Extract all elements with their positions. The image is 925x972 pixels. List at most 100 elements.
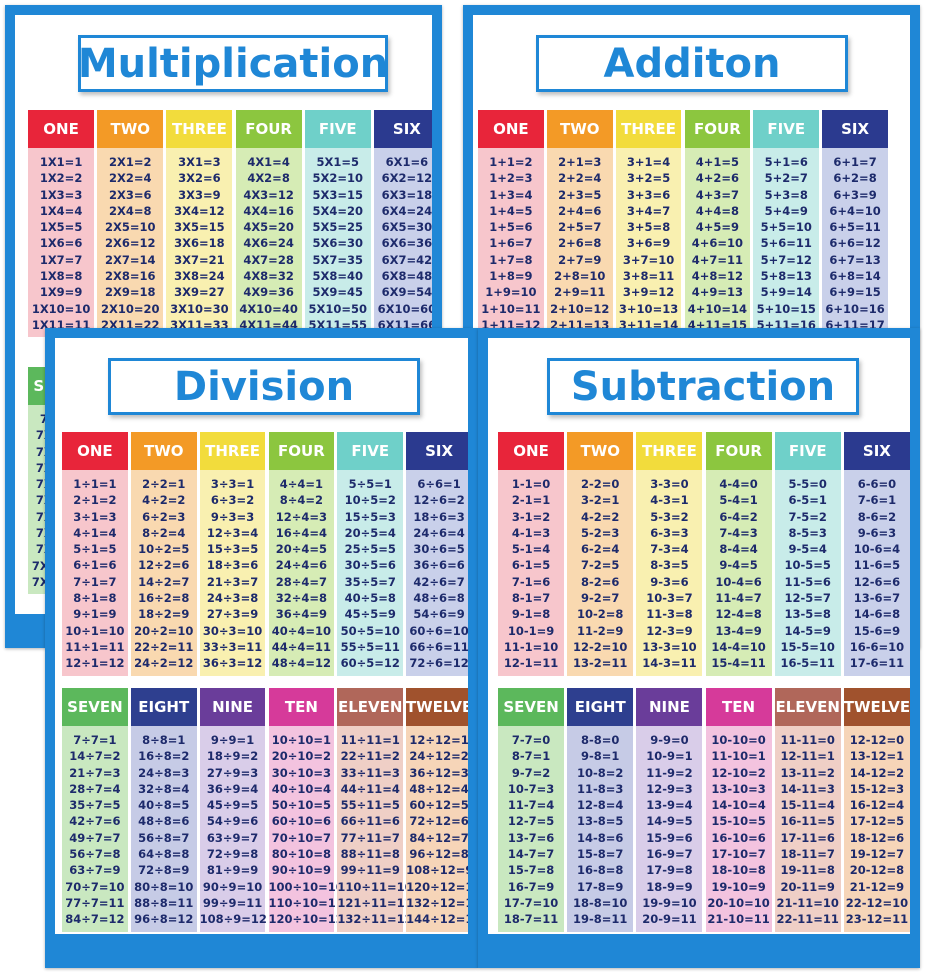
equation: 30÷5=6 (344, 558, 396, 573)
equation: 90÷9=10 (202, 879, 263, 894)
equation: 99÷9=11 (202, 895, 263, 910)
equation: 5-4=1 (719, 493, 758, 508)
equation: 77÷11=7 (340, 830, 400, 845)
equation: 14÷7=2 (69, 749, 121, 764)
equation: 18-7=11 (503, 912, 559, 927)
equation: 14-10=4 (711, 798, 766, 813)
equation: 24÷4=6 (275, 558, 328, 573)
equation: 6+1=7 (833, 155, 877, 169)
equation: 12-4=8 (715, 607, 762, 622)
column-cells: 5÷5=1 10÷5=2 15÷5=3 20÷5=4 25÷5=5 30÷5=6 35÷5=… (337, 470, 404, 676)
equation: 11-2=9 (577, 623, 624, 638)
equation: 13-5=8 (784, 607, 831, 622)
equation: 48÷4=12 (271, 656, 332, 671)
equation: 5+5=10 (760, 220, 812, 235)
equation: 10-5=5 (784, 558, 831, 573)
equation: 3+10=13 (618, 301, 679, 316)
table-column: FIVE 5X1=5 5X2=10 5X3=15 5X4=20 5X5=25 5X6=30 5… (304, 110, 371, 338)
table-column: FOUR 4÷4=1 8÷4=2 12÷4=3 16÷4=4 20÷4=5 24÷4=6 28… (268, 432, 335, 676)
equation: 5X6=30 (312, 236, 363, 251)
table-column: TEN 10÷10=1 20÷10=2 30÷10=3 40÷10=4 50÷10=5 60… (268, 688, 344, 932)
equation: 2÷2=1 (142, 477, 186, 491)
equation: 30÷6=5 (413, 542, 465, 557)
equation: 1+5=6 (489, 220, 533, 235)
equation: 3X1=3 (178, 155, 221, 169)
equation: 30÷3=10 (202, 623, 263, 638)
equation: 4+8=12 (691, 269, 744, 284)
equation: 5X1=5 (316, 155, 359, 169)
column-header: TWO (130, 432, 197, 470)
equation: 8-3=5 (650, 558, 689, 573)
equation: 66÷11=6 (340, 814, 400, 829)
equation: 36÷3=12 (202, 656, 263, 671)
equation: 5+7=12 (760, 252, 812, 267)
equation: 23-12=11 (845, 912, 909, 927)
equation: 15-8=7 (577, 847, 624, 862)
equation: 3X3=9 (178, 187, 221, 202)
equation: 100÷10=10 (268, 879, 344, 894)
column-cells: 7-7=0 8-7=1 9-7=2 10-7=3 11-7=4 12-7=5 13-7=6 1… (498, 726, 565, 932)
equation: 27÷3=9 (206, 607, 259, 622)
equation: 120÷10=12 (268, 912, 344, 927)
equation: 8-8=0 (581, 733, 620, 747)
table-column: EIGHT 8-8=0 9-8=1 10-8=2 11-8=3 12-8=4 13-8=5 1… (567, 688, 634, 932)
equation: 13-7=6 (507, 830, 555, 845)
column-header: TWO (567, 432, 634, 470)
poster-title: Division (108, 358, 420, 415)
equation: 5X5=25 (312, 220, 363, 235)
equation: 9-4=5 (719, 558, 758, 573)
equation: 15-5=10 (780, 639, 835, 654)
column-header: THREE (615, 110, 682, 148)
equation: 16-9=7 (646, 847, 693, 862)
equation: 11÷1=11 (65, 639, 125, 654)
equation: 50÷5=10 (340, 623, 400, 638)
equation: 12÷6=2 (413, 493, 465, 508)
column-header: THREE (199, 432, 266, 470)
equation: 5X4=20 (312, 203, 363, 218)
column-header: FOUR (705, 432, 772, 470)
equation: 17-11=6 (780, 830, 835, 845)
equation: 10÷1=10 (65, 623, 125, 638)
equation: 17-7=10 (503, 895, 559, 910)
equation: 9÷1=9 (73, 607, 117, 622)
equation: 2X5=10 (104, 220, 156, 235)
equation: 3+2=5 (626, 171, 671, 186)
equation: 3-3=0 (650, 477, 689, 491)
column-cells: 3-3=0 4-3=1 5-3=2 6-3=3 7-3=4 8-3=5 9-3=6 10-3=… (636, 470, 703, 676)
equation: 10-7=3 (507, 781, 555, 796)
equation: 28÷7=4 (69, 781, 121, 796)
equation: 2X8=16 (104, 269, 156, 284)
column-cells: 8÷8=1 16÷8=2 24÷8=3 32÷8=4 40÷8=5 48÷8=6 56÷8=… (130, 726, 197, 932)
equation: 5X8=40 (312, 269, 363, 284)
column-cells: 1÷1=1 2÷1=2 3÷1=3 4÷1=4 5÷1=5 6÷1=6 7÷1=7 8÷1=8… (62, 470, 128, 676)
table-column: SIX 6+1=7 6+2=8 6+3=9 6+4=10 6+5=11 6+6=12 6+7=… (822, 110, 888, 338)
equation: 20÷4=5 (275, 542, 328, 557)
equation: 72÷8=9 (138, 863, 190, 878)
equation: 15-7=8 (507, 863, 555, 878)
equation: 3÷1=3 (73, 509, 117, 524)
table-column: TWO 2X1=2 2X2=4 2X3=6 2X4=8 2X5=10 2X6=12 2X7=1… (97, 110, 164, 338)
equation: 8-1=7 (511, 591, 551, 606)
equation: 32÷8=4 (138, 781, 190, 796)
equation: 3X5=15 (174, 220, 225, 235)
equation: 2X1=2 (108, 155, 152, 169)
equation: 9÷9=1 (210, 733, 255, 747)
equation: 2-1=1 (511, 493, 551, 508)
equation: 2X6=12 (104, 236, 156, 251)
equation: 2+9=11 (554, 285, 606, 300)
column-cells: 6+1=7 6+2=8 6+3=9 6+4=10 6+5=11 6+6=12 6+7=13 6… (822, 148, 888, 338)
equation: 2+6=8 (558, 236, 602, 251)
equation: 8-4=4 (719, 542, 758, 557)
equation: 3X9=27 (174, 285, 225, 300)
equation: 5X9=45 (312, 285, 363, 300)
column-header: ELEVEN (774, 688, 841, 726)
equation: 49÷7=7 (69, 830, 121, 845)
column-cells: 1-1=0 2-1=1 3-1=2 4-1=3 5-1=4 6-1=5 7-1=6 8-1=7… (498, 470, 565, 676)
equation: 1+6=7 (489, 236, 533, 251)
equation: 60÷10=6 (271, 814, 332, 829)
equation: 6-4=2 (719, 509, 758, 524)
equation: 21-10=11 (707, 912, 770, 927)
equation: 9-9=0 (650, 733, 689, 747)
equation: 19-11=8 (780, 863, 835, 878)
equation: 5+10=15 (756, 301, 816, 316)
